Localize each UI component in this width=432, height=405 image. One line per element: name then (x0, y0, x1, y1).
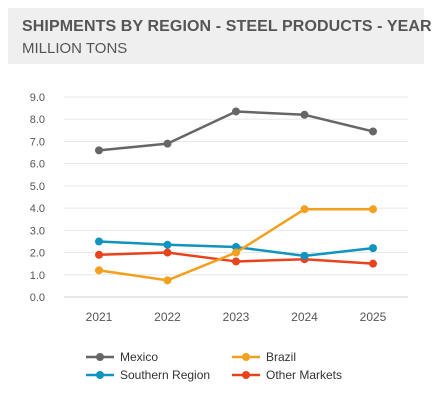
x-tick-label: 2025 (360, 310, 387, 324)
y-tick-label: 2.0 (30, 248, 45, 260)
data-point (163, 248, 172, 257)
x-tick-label: 2022 (154, 310, 181, 324)
chart-header: SHIPMENTS BY REGION - STEEL PRODUCTS - Y… (8, 8, 432, 64)
data-point (369, 259, 377, 268)
data-point (300, 110, 309, 119)
data-point (163, 276, 172, 285)
y-tick-label: 8.0 (30, 114, 45, 126)
data-point (300, 205, 309, 214)
x-tick-label: 2023 (223, 310, 250, 324)
y-tick-label: 9.0 (30, 92, 45, 104)
data-point (95, 237, 103, 246)
chart-subtitle: MILLION TONS (22, 40, 128, 57)
data-point (95, 146, 103, 155)
legend-marker-brazil (242, 353, 250, 361)
series-line-mexico (98, 110, 374, 152)
y-tick-label: 0.0 (30, 292, 45, 304)
y-tick-label: 3.0 (30, 225, 45, 237)
legend-label-southern-region: Southern Region (120, 368, 210, 382)
y-tick-label: 5.0 (30, 181, 45, 193)
x-tick-label: 2024 (291, 310, 318, 324)
data-point (232, 107, 240, 116)
data-point (232, 243, 240, 251)
data-point (369, 205, 377, 214)
y-tick-label: 6.0 (30, 159, 45, 171)
legend-marker-other-markets (242, 371, 250, 379)
legend-label-mexico: Mexico (120, 350, 158, 364)
y-tick-label: 4.0 (30, 203, 45, 215)
legend-marker-mexico (96, 353, 104, 361)
legend-label-brazil: Brazil (266, 350, 296, 364)
data-point (163, 139, 172, 148)
data-point (300, 251, 309, 260)
legend-marker-southern-region (96, 371, 104, 379)
y-tick-label: 1.0 (30, 270, 45, 282)
data-point (95, 250, 103, 259)
data-point (232, 257, 240, 266)
data-point (369, 127, 377, 136)
data-point (95, 266, 103, 275)
data-point (232, 248, 240, 257)
data-point (163, 240, 172, 249)
data-point (369, 244, 377, 253)
x-tick-label: 2021 (86, 310, 113, 324)
chart-title: SHIPMENTS BY REGION - STEEL PRODUCTS - Y… (22, 18, 432, 35)
y-tick-label: 7.0 (30, 136, 45, 148)
legend-label-other-markets: Other Markets (266, 368, 342, 382)
